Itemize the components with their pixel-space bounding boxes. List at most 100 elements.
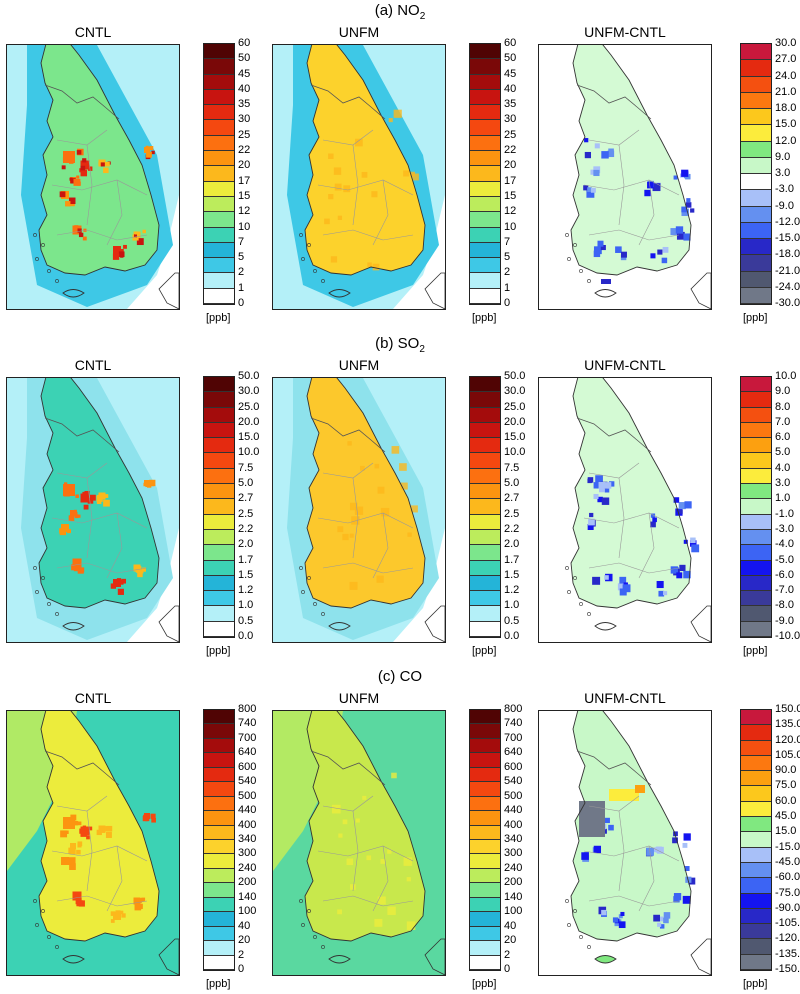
colorbar-tick-label: -15.0 — [775, 232, 800, 244]
island — [313, 935, 317, 939]
colorbar-segment — [204, 912, 234, 927]
island — [573, 576, 577, 580]
colorbar-tick-label: 10.0 — [504, 446, 526, 459]
colorbar-tick-label: 22 — [238, 144, 251, 157]
field-cell — [349, 533, 354, 538]
island — [573, 243, 577, 247]
colorbar-segment — [204, 407, 234, 423]
emission-cell — [141, 897, 146, 902]
colorbar-segment — [204, 529, 234, 546]
negative-difference-cell — [598, 481, 606, 489]
field-cell — [343, 185, 351, 193]
colorbar-segment — [470, 273, 500, 289]
negative-difference-cell — [601, 497, 610, 505]
field-cell — [355, 138, 363, 147]
map-canvas — [539, 711, 711, 975]
colorbar-segment — [470, 545, 500, 561]
emission-hotspot — [70, 843, 76, 849]
colorbar-segment — [204, 273, 234, 289]
emission-cell — [59, 528, 65, 534]
emission-hotspot — [72, 558, 82, 568]
colorbar-tick-label: 2.0 — [504, 538, 520, 551]
field-cell — [391, 772, 397, 779]
province-boundary — [51, 179, 148, 196]
colorbar-tick-label: 540 — [238, 775, 257, 788]
field-cell — [376, 575, 384, 583]
concentration-map — [272, 710, 446, 976]
negative-difference-cell — [604, 487, 610, 493]
coastline — [570, 711, 692, 942]
emission-cell — [134, 231, 138, 235]
colorbar-tick-label: 2.7 — [238, 492, 254, 505]
emission-cell — [87, 498, 94, 504]
colorbar — [203, 709, 235, 971]
colorbar-tick-label: -4.0 — [775, 538, 794, 551]
emission-cell — [151, 817, 156, 823]
province-boundary — [588, 229, 680, 241]
colorbar-tick-label: -120.0 — [775, 932, 800, 945]
jeju-island — [594, 622, 617, 631]
field-cell — [359, 465, 365, 471]
island — [321, 279, 325, 283]
emission-cell — [73, 564, 81, 572]
colorbar-tick-label: 5.0 — [775, 446, 791, 459]
negative-difference-cell — [621, 251, 627, 258]
negative-difference-cell — [670, 566, 678, 574]
colorbar-segment — [204, 575, 234, 592]
colorbar-tick-label: 7 — [504, 235, 511, 248]
colorbar-segment — [204, 796, 234, 812]
field-cell — [380, 859, 386, 864]
colorbar-segment — [204, 377, 234, 393]
island — [313, 602, 317, 606]
colorbar-segment — [204, 897, 234, 913]
colorbar-tick-label: 50 — [504, 52, 517, 65]
colorbar-tick-label: 30 — [238, 113, 251, 126]
province-boundary — [56, 895, 148, 907]
colorbar-tick-label: 2 — [504, 266, 511, 279]
colorbar-segment — [741, 377, 771, 393]
province-boundary — [583, 179, 680, 196]
negative-difference-cell — [657, 249, 663, 255]
colorbar-tick-label: 2.5 — [504, 507, 520, 520]
colorbar-tick-label: 740 — [238, 717, 257, 730]
province-boundary — [317, 845, 414, 862]
negative-difference-cell — [683, 833, 691, 841]
field-cell — [334, 183, 342, 191]
colorbar-unit-label: [ppb] — [206, 645, 231, 657]
colorbar-tick-label: 15 — [504, 189, 517, 202]
colorbar-tick-label: 15 — [238, 189, 251, 202]
colorbar-segment — [470, 854, 500, 869]
colorbar-tick-label: 4.0 — [775, 461, 791, 474]
panel-title: UNFM — [338, 357, 380, 373]
field-cell — [387, 849, 392, 854]
colorbar-tick-label: 0.0 — [238, 630, 254, 642]
concentration-map — [538, 710, 712, 976]
colorbar-tick-label: 105.0 — [775, 748, 800, 761]
colorbar-segment — [741, 484, 771, 500]
colorbar-tick-label: 35 — [504, 98, 517, 111]
colorbar-segment — [741, 76, 771, 93]
colorbar-tick-label: 600 — [238, 760, 257, 773]
colorbar-tick-label: 5 — [504, 251, 511, 264]
field-cell — [324, 218, 330, 225]
colorbar-segment — [741, 271, 771, 288]
colorbar-tick-label: 12 — [504, 205, 517, 218]
panel-title: UNFM-CNTL — [584, 24, 666, 40]
negative-difference-cell — [590, 169, 596, 175]
colorbar-segment — [741, 529, 771, 546]
border-line — [310, 417, 386, 453]
field-cell — [342, 819, 348, 825]
concentration-map — [6, 44, 180, 310]
colorbar-segment — [204, 59, 234, 75]
island — [321, 612, 325, 616]
colorbar-segment — [470, 392, 500, 408]
colorbar-tick-label: 15.0 — [238, 431, 260, 444]
colorbar-tick-label: 17 — [238, 174, 251, 187]
colorbar-tick-label: 40 — [504, 919, 517, 932]
province-boundary — [588, 562, 680, 574]
colorbar-segment — [470, 606, 500, 622]
field-cell — [333, 167, 342, 175]
emission-hotspot — [113, 912, 121, 920]
island — [41, 909, 45, 913]
colorbar-tick-label: 40 — [238, 82, 251, 95]
